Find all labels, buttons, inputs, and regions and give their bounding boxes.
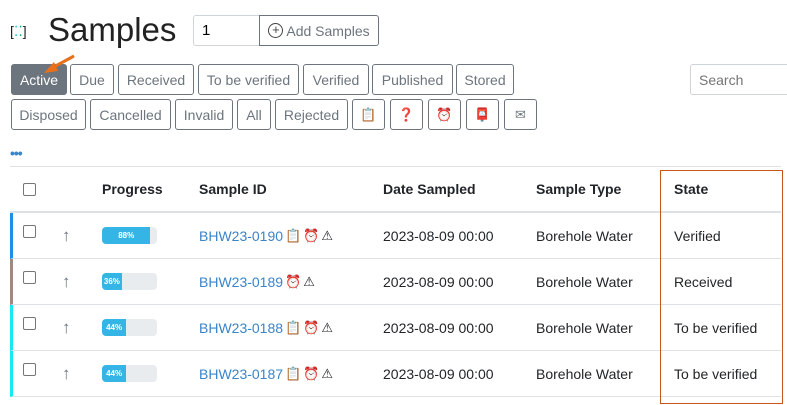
annotation-arrow-icon <box>44 54 75 73</box>
filter-due[interactable]: Due <box>70 64 114 95</box>
state: Verified <box>674 227 721 244</box>
clipboard-icon: 📋 <box>285 319 302 335</box>
table-row: ↑ 44% BHW23-0188 📋 ⏰ ⚠ 2023-08-09 00:00 Bor… <box>10 305 781 351</box>
clipboard-icon: 📋 <box>285 365 302 381</box>
filter-active[interactable]: Active <box>11 64 67 95</box>
alarm-icon: ⏰ <box>285 273 302 289</box>
column-progress[interactable]: Progress <box>102 181 163 197</box>
filter-cancelled[interactable]: Cancelled <box>90 99 171 130</box>
select-all-checkbox[interactable] <box>23 182 36 196</box>
progress-bar: 36% <box>102 273 157 290</box>
row-checkbox[interactable] <box>23 363 36 376</box>
alarm-icon: ⏰ <box>303 365 320 381</box>
progress-fill: 88% <box>102 227 151 244</box>
warning-icon: ⚠ <box>321 365 334 381</box>
filter-rejected[interactable]: Rejected <box>275 99 348 130</box>
sample-id-link[interactable]: BHW23-0190 <box>199 227 284 244</box>
filter-mail-open[interactable]: ✉ <box>504 99 537 130</box>
column-sample-type[interactable]: Sample Type <box>536 181 622 197</box>
filter-clipboard-question[interactable]: ❓ <box>390 99 423 130</box>
arrow-up-icon[interactable]: ↑ <box>62 317 71 337</box>
progress-bar: 88% <box>102 227 157 244</box>
alarm-icon: ⏰ <box>303 319 320 335</box>
row-checkbox[interactable] <box>23 225 36 238</box>
arrow-up-icon[interactable]: ↑ <box>62 271 71 291</box>
state: To be verified <box>674 365 758 382</box>
mail-open-icon: ✉ <box>515 106 526 122</box>
table-row: ↑ 44% BHW23-0187 📋 ⏰ ⚠ 2023-08-09 00:00 Bor… <box>10 351 781 397</box>
plus-circle-icon: + <box>268 23 284 38</box>
state: Received <box>674 273 733 290</box>
warning-icon: ⚠ <box>321 227 334 243</box>
filter-disposed[interactable]: Disposed <box>11 99 86 130</box>
more-options-button[interactable]: ••• <box>10 145 23 161</box>
filter-stored[interactable]: Stored <box>456 64 514 95</box>
sample-type: Borehole Water <box>536 319 633 336</box>
filter-alarm-clock[interactable]: ⏰ <box>428 99 461 130</box>
quantity-input[interactable] <box>193 15 260 46</box>
table-header: Progress Sample ID Date Sampled Sample T… <box>10 166 781 213</box>
row-checkbox[interactable] <box>23 271 36 284</box>
state: To be verified <box>674 319 758 336</box>
filter-verified[interactable]: Verified <box>303 64 369 95</box>
table-row: ↑ 88% BHW23-0190 📋 ⏰ ⚠ 2023-08-09 00:00 Bor… <box>10 213 781 259</box>
table-row: ↑ 36% BHW23-0189 ⏰ ⚠ 2023-08-09 00:00 Bore… <box>10 259 781 305</box>
filter-clipboard[interactable]: 📋 <box>352 99 385 130</box>
date-sampled: 2023-08-09 00:00 <box>383 319 494 336</box>
progress-fill: 44% <box>102 319 127 336</box>
filter-published[interactable]: Published <box>372 64 453 95</box>
sample-id-link[interactable]: BHW23-0188 <box>199 319 284 336</box>
warning-icon: ⚠ <box>321 319 334 335</box>
arrow-up-icon[interactable]: ↑ <box>62 363 71 383</box>
sample-type: Borehole Water <box>536 227 633 244</box>
page-title: Samples <box>48 11 177 48</box>
column-state[interactable]: State <box>674 181 709 197</box>
sample-type: Borehole Water <box>536 365 633 382</box>
arrow-up-icon[interactable]: ↑ <box>62 225 71 245</box>
state-column-highlight <box>660 170 783 404</box>
row-checkbox[interactable] <box>23 317 36 330</box>
date-sampled: 2023-08-09 00:00 <box>383 273 494 290</box>
progress-bar: 44% <box>102 365 157 382</box>
clipboard-icon: 📋 <box>360 106 377 122</box>
alarm-icon: ⏰ <box>303 227 320 243</box>
search-input[interactable] <box>690 64 787 95</box>
progress-fill: 44% <box>102 365 127 382</box>
sample-id-link[interactable]: BHW23-0189 <box>199 273 284 290</box>
sample-type: Borehole Water <box>536 273 633 290</box>
progress-bar: 44% <box>102 319 157 336</box>
progress-fill: 36% <box>102 273 122 290</box>
sample-id-link[interactable]: BHW23-0187 <box>199 365 284 382</box>
column-date-sampled[interactable]: Date Sampled <box>383 181 476 197</box>
mail-rejected-icon: 📮 <box>474 106 491 122</box>
clipboard-icon: 📋 <box>285 227 302 243</box>
filter-received[interactable]: Received <box>118 64 194 95</box>
add-samples-label: Add Samples <box>286 22 370 39</box>
add-samples-button[interactable]: + Add Samples <box>259 15 379 46</box>
filter-mail-rejected[interactable]: 📮 <box>466 99 499 130</box>
warning-icon: ⚠ <box>303 273 315 289</box>
date-sampled: 2023-08-09 00:00 <box>383 227 494 244</box>
clipboard-question-icon: ❓ <box>398 106 415 122</box>
filter-all[interactable]: All <box>237 99 271 130</box>
column-sample-id[interactable]: Sample ID <box>199 181 267 197</box>
alarm-clock-icon: ⏰ <box>436 106 453 122</box>
filter-to-be-verified[interactable]: To be verified <box>198 64 299 95</box>
app-logo-icon: [⁚⁚] <box>10 23 27 39</box>
filter-invalid[interactable]: Invalid <box>175 99 233 130</box>
date-sampled: 2023-08-09 00:00 <box>383 365 494 382</box>
